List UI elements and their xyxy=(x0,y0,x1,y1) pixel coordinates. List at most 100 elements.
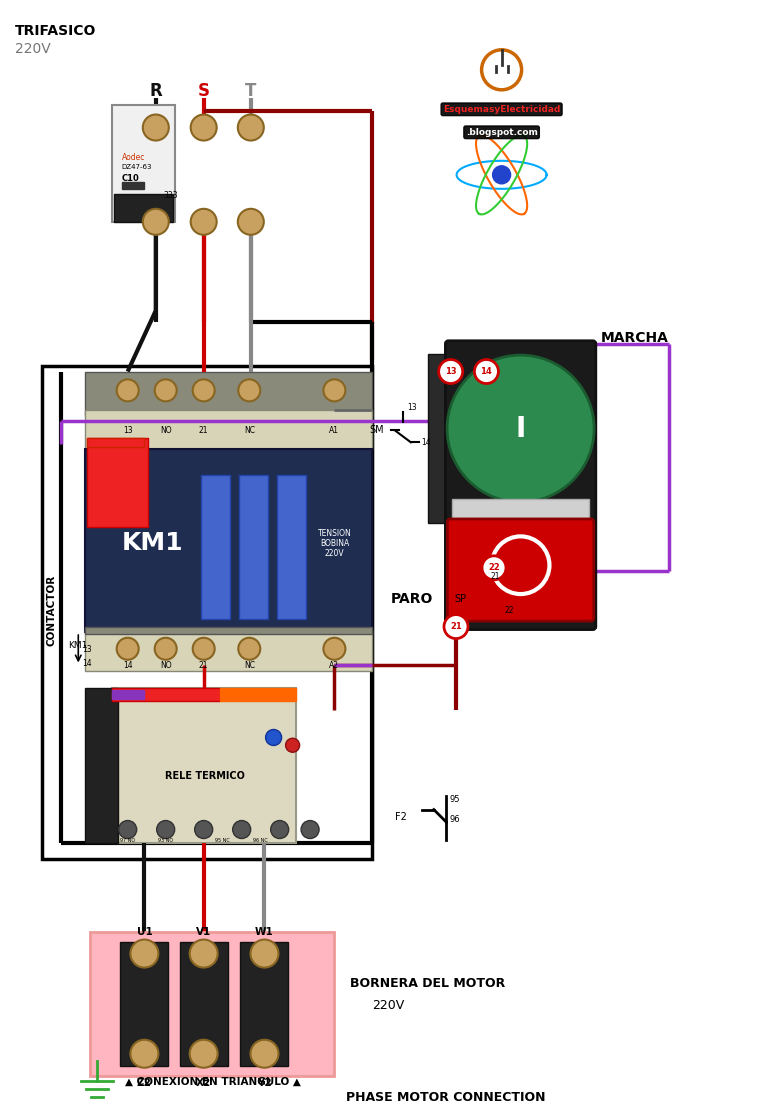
Bar xyxy=(112,688,220,701)
Circle shape xyxy=(239,379,260,401)
Bar xyxy=(85,630,372,671)
Text: 21: 21 xyxy=(199,426,208,435)
Text: 13: 13 xyxy=(445,367,457,376)
Bar xyxy=(239,475,268,619)
Circle shape xyxy=(238,114,264,141)
Circle shape xyxy=(271,821,289,838)
Text: KM1: KM1 xyxy=(68,641,87,650)
Text: X2: X2 xyxy=(196,1078,211,1088)
Circle shape xyxy=(238,208,264,235)
Circle shape xyxy=(324,379,345,401)
Circle shape xyxy=(143,114,169,141)
Text: PARO: PARO xyxy=(391,592,433,606)
Text: 93 NO: 93 NO xyxy=(158,838,173,843)
Text: W1: W1 xyxy=(255,926,274,937)
Bar xyxy=(120,942,169,1066)
Text: R: R xyxy=(150,82,162,100)
Bar xyxy=(85,372,372,416)
Text: 96: 96 xyxy=(450,815,461,824)
Text: NC: NC xyxy=(244,426,255,435)
Bar xyxy=(112,688,296,843)
FancyBboxPatch shape xyxy=(445,340,596,630)
Circle shape xyxy=(439,359,463,384)
Circle shape xyxy=(324,638,345,660)
Text: U1: U1 xyxy=(137,926,152,937)
Text: 13: 13 xyxy=(407,404,416,413)
Text: NO: NO xyxy=(160,426,172,435)
Circle shape xyxy=(233,821,251,838)
Bar xyxy=(122,182,144,189)
Text: A1: A1 xyxy=(329,426,340,435)
Circle shape xyxy=(155,379,176,401)
Circle shape xyxy=(131,939,158,967)
Bar xyxy=(114,194,173,222)
Circle shape xyxy=(265,730,282,745)
Bar xyxy=(85,449,372,632)
Text: MARCHA: MARCHA xyxy=(601,332,669,345)
Text: 220V: 220V xyxy=(372,999,404,1013)
Text: A2: A2 xyxy=(329,661,340,670)
Circle shape xyxy=(157,821,175,838)
Bar xyxy=(201,475,230,619)
Text: TRIFASICO: TRIFASICO xyxy=(15,24,97,39)
Text: RELE TERMICO: RELE TERMICO xyxy=(165,771,245,782)
Circle shape xyxy=(131,1040,158,1068)
Circle shape xyxy=(251,1040,278,1068)
Text: 97 NO: 97 NO xyxy=(120,838,135,843)
Text: 21: 21 xyxy=(490,572,500,581)
Text: DZ47-63: DZ47-63 xyxy=(122,164,152,170)
Text: 21: 21 xyxy=(199,661,208,670)
FancyBboxPatch shape xyxy=(448,519,594,621)
Bar xyxy=(85,627,372,634)
Circle shape xyxy=(193,638,214,660)
Text: NC: NC xyxy=(244,661,255,670)
Text: Z2: Z2 xyxy=(137,1078,152,1088)
Circle shape xyxy=(155,638,176,660)
Text: EsquemasyElectricidad: EsquemasyElectricidad xyxy=(443,105,560,114)
Circle shape xyxy=(191,208,217,235)
Text: 14: 14 xyxy=(421,438,430,447)
Text: 220V: 220V xyxy=(15,42,51,57)
Circle shape xyxy=(492,166,511,184)
Bar xyxy=(429,354,448,523)
Bar xyxy=(179,942,228,1066)
Text: V1: V1 xyxy=(196,926,211,937)
Circle shape xyxy=(251,939,278,967)
Text: I: I xyxy=(515,415,526,442)
Text: T: T xyxy=(245,82,256,100)
Text: C10: C10 xyxy=(122,174,139,183)
Bar xyxy=(42,366,372,859)
Bar xyxy=(87,438,144,447)
Bar xyxy=(112,690,144,699)
Circle shape xyxy=(117,638,138,660)
Bar xyxy=(220,688,296,701)
Circle shape xyxy=(482,556,506,580)
Text: 13: 13 xyxy=(82,645,92,654)
Circle shape xyxy=(239,638,260,660)
Circle shape xyxy=(195,821,213,838)
Text: 95: 95 xyxy=(450,795,461,804)
Text: 14: 14 xyxy=(123,661,132,670)
Circle shape xyxy=(447,355,594,502)
Circle shape xyxy=(190,939,217,967)
Text: 14: 14 xyxy=(480,367,492,376)
Text: CONTACTOR: CONTACTOR xyxy=(46,574,57,645)
Bar xyxy=(85,688,118,843)
Text: Aodec: Aodec xyxy=(122,153,145,162)
Text: F2: F2 xyxy=(395,812,407,823)
Text: KM1: KM1 xyxy=(122,531,183,556)
Text: 333: 333 xyxy=(163,191,178,200)
Circle shape xyxy=(191,114,217,141)
Text: 14: 14 xyxy=(82,659,92,668)
Circle shape xyxy=(190,1040,217,1068)
Bar xyxy=(112,105,175,222)
Circle shape xyxy=(143,208,169,235)
Text: SM: SM xyxy=(369,425,384,436)
Text: ▲ CONEXION EN TRIANGULO ▲: ▲ CONEXION EN TRIANGULO ▲ xyxy=(125,1076,301,1087)
Bar xyxy=(90,932,334,1076)
Text: 96 NC: 96 NC xyxy=(253,838,268,843)
Text: Y2: Y2 xyxy=(257,1078,272,1088)
Circle shape xyxy=(117,379,138,401)
Text: 95 NC: 95 NC xyxy=(215,838,230,843)
Text: 13: 13 xyxy=(123,426,132,435)
